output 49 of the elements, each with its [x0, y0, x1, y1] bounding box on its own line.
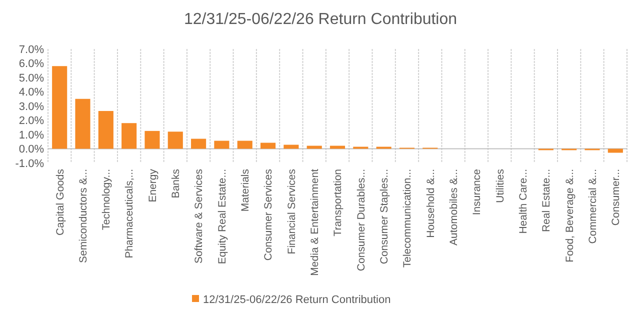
x-tick-label: Financial Services	[286, 169, 298, 254]
bar	[191, 138, 206, 149]
bar	[168, 132, 183, 149]
y-tick-label: 4.0%	[18, 86, 44, 99]
bar	[237, 140, 252, 149]
bar	[284, 144, 299, 149]
x-tick-label: Energy	[146, 168, 159, 202]
x-tick-label: Consumer Services	[262, 169, 275, 261]
x-tick-label: Consumer...	[610, 169, 622, 226]
bar	[98, 110, 114, 149]
x-tick-label: Equity Real Estate...	[216, 169, 228, 264]
x-tick-label: Media & Entertainment	[309, 168, 322, 276]
x-tick-label: Telecommunication...	[402, 169, 414, 268]
x-tick-label: Automobiles &...	[448, 169, 460, 246]
x-tick-label: Banks	[170, 169, 182, 198]
x-tick-label: Commercial &...	[586, 169, 599, 244]
x-tick-label: Consumer Staples...	[378, 169, 390, 264]
x-tick-label: Semiconductors &...	[77, 169, 90, 263]
legend-label: 12/31/25-06/22/26 Return Contribution	[203, 294, 391, 306]
bar	[260, 142, 276, 149]
x-tick-label: Household &...	[424, 169, 437, 238]
bar	[75, 98, 90, 149]
x-tick-label: Utilities	[494, 169, 506, 203]
x-tick-label: Food, Beverage &...	[564, 169, 576, 262]
x-tick-label: Capital Goods	[54, 169, 66, 236]
bar	[330, 146, 346, 149]
y-tick-label: 3.0%	[18, 100, 44, 113]
bar	[214, 140, 230, 149]
x-tick-label: Real Estate...	[540, 169, 553, 232]
y-tick-label: 5.0%	[18, 72, 44, 84]
x-tick-label: Consumer Durables...	[355, 169, 368, 272]
y-tick-label: 2.0%	[18, 115, 44, 128]
bar	[52, 66, 68, 149]
x-tick-label: Insurance	[471, 168, 484, 216]
x-tick-label: Health Care...	[517, 169, 530, 234]
y-tick-label: 0.0%	[18, 144, 44, 156]
bar	[144, 130, 160, 149]
x-tick-label: Materials	[240, 169, 252, 212]
chart-title: 12/31/25-06/22/26 Return Contribution	[184, 11, 458, 28]
x-tick-label: Technology...	[100, 169, 113, 230]
y-tick-label: 7.0%	[18, 44, 44, 56]
x-tick-label: Transportation	[332, 168, 344, 236]
x-tick-label: Pharmaceuticals,...	[124, 169, 136, 258]
y-tick-label: 6.0%	[18, 58, 44, 70]
y-tick-label: -1.0%	[15, 158, 44, 170]
bar	[122, 123, 137, 149]
y-tick-label: 1.0%	[18, 129, 44, 142]
x-tick-label: Software & Services	[193, 169, 206, 264]
bar	[306, 146, 322, 149]
